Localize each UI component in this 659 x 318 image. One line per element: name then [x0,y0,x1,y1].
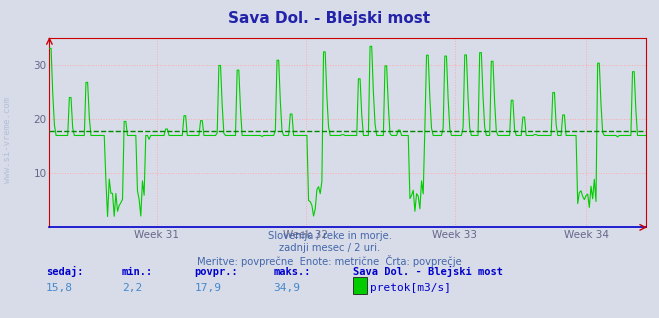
Text: www.si-vreme.com: www.si-vreme.com [3,97,13,183]
Text: 15,8: 15,8 [46,283,73,293]
Text: Meritve: povprečne  Enote: metrične  Črta: povprečje: Meritve: povprečne Enote: metrične Črta:… [197,255,462,267]
Text: zadnji mesec / 2 uri.: zadnji mesec / 2 uri. [279,243,380,252]
Text: 2,2: 2,2 [122,283,142,293]
Text: maks.:: maks.: [273,267,311,277]
Text: pretok[m3/s]: pretok[m3/s] [370,283,451,293]
Text: min.:: min.: [122,267,153,277]
Text: sedaj:: sedaj: [46,266,84,277]
Text: Sava Dol. - Blejski most: Sava Dol. - Blejski most [353,266,503,277]
Text: Sava Dol. - Blejski most: Sava Dol. - Blejski most [229,11,430,26]
Text: 17,9: 17,9 [194,283,221,293]
Text: Slovenija / reke in morje.: Slovenija / reke in morje. [268,231,391,240]
Text: povpr.:: povpr.: [194,267,238,277]
Text: 34,9: 34,9 [273,283,301,293]
